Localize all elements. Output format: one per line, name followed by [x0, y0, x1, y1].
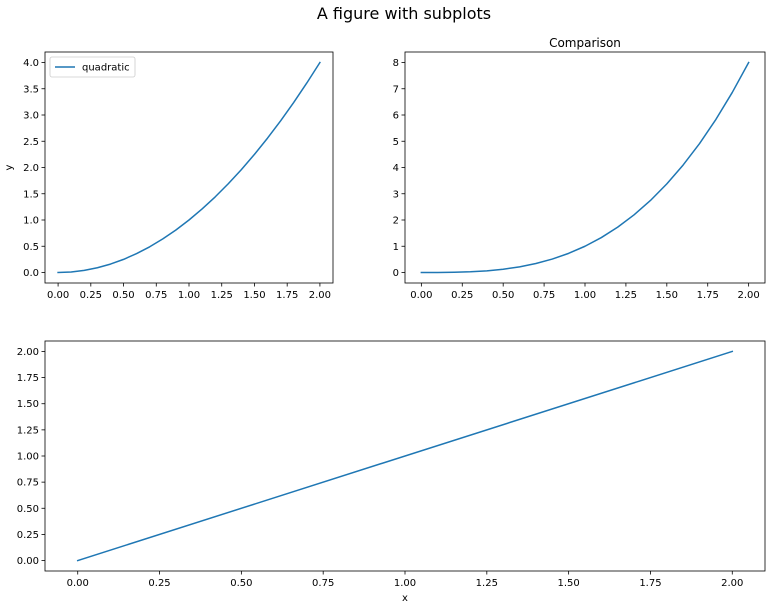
- y-tick-label-quadratic: 0.5: [23, 242, 39, 253]
- x-tick-label-quadratic: 0.25: [80, 290, 102, 301]
- x-tick-label-linear: 0.50: [230, 578, 252, 589]
- y-tick-label-comparison: 8: [393, 58, 399, 69]
- x-tick-label-comparison: 1.00: [574, 290, 596, 301]
- x-tick-label-comparison: 0.25: [451, 290, 473, 301]
- y-tick-label-linear: 1.75: [17, 373, 39, 384]
- x-tick-label-comparison: 1.75: [697, 290, 719, 301]
- y-tick-label-comparison: 2: [393, 216, 399, 227]
- y-axis-label-quadratic: y: [4, 164, 15, 170]
- y-tick-label-comparison: 5: [393, 137, 399, 148]
- subplot-comparison: 0.00 0.25 0.50 0.75 1.00 1.25 1.50 1.75 2.00 0 1 2 3…: [393, 36, 766, 301]
- x-tick-label-comparison: 1.25: [615, 290, 637, 301]
- x-tick-label-linear: 1.50: [558, 578, 580, 589]
- x-tick-label-quadratic: 1.25: [211, 290, 233, 301]
- series-line-comparison: [420, 61, 750, 274]
- figure-suptitle: A figure with subplots: [317, 4, 491, 23]
- y-tick-label-quadratic: 0.0: [23, 268, 39, 279]
- x-tick-label-quadratic: 0.75: [145, 290, 167, 301]
- y-tick-label-linear: 0.00: [17, 556, 39, 567]
- x-tick-label-quadratic: 0.50: [112, 290, 134, 301]
- y-tick-label-linear: 1.25: [17, 425, 39, 436]
- y-tick-label-linear: 0.25: [17, 530, 39, 541]
- x-tick-label-linear: 0.75: [312, 578, 334, 589]
- y-tick-label-quadratic: 2.5: [23, 137, 39, 148]
- y-tick-label-quadratic: 1.0: [23, 216, 39, 227]
- y-tick-label-comparison: 3: [393, 189, 399, 200]
- y-tick-label-quadratic: 4.0: [23, 58, 39, 69]
- axes-title-comparison: Comparison: [549, 36, 621, 50]
- x-tick-label-linear: 2.00: [721, 578, 743, 589]
- y-tick-label-quadratic: 1.5: [23, 189, 39, 200]
- legend-label-quadratic: quadratic: [82, 63, 130, 74]
- axes-layer: 0.00 0.25 0.50 0.75 1.00 1.25 1.50 1.75 2.000.00…: [4, 36, 766, 604]
- x-tick-label-linear: 1.25: [476, 578, 498, 589]
- legend-frame: [49, 56, 136, 78]
- x-tick-label-comparison: 2.00: [738, 290, 760, 301]
- series-line-linear: [76, 350, 734, 562]
- x-tick-label-quadratic: 1.00: [178, 290, 200, 301]
- y-tick-label-comparison: 1: [393, 242, 399, 253]
- x-tick-label-comparison: 0.75: [533, 290, 555, 301]
- x-tick-label-linear: 1.75: [639, 578, 661, 589]
- x-tick-label-quadratic: 0.00: [47, 290, 69, 301]
- x-tick-label-comparison: 0.50: [492, 290, 514, 301]
- x-tick-label-linear: 0.25: [148, 578, 170, 589]
- y-tick-label-comparison: 7: [393, 84, 399, 95]
- y-tick-label-quadratic: 3.0: [23, 111, 39, 122]
- y-tick-label-comparison: 6: [393, 111, 399, 122]
- y-tick-label-quadratic: 3.5: [23, 84, 39, 95]
- subplot-linear: 0.00 0.25 0.50 0.75 1.00 1.25 1.50 1.75 2.00 0.00…: [17, 340, 766, 604]
- x-axis-label-linear: x: [402, 593, 408, 604]
- y-tick-label-linear: 2.00: [17, 347, 39, 358]
- y-tick-label-linear: 0.50: [17, 504, 39, 515]
- x-tick-label-comparison: 1.50: [656, 290, 678, 301]
- legend-quadratic: quadratic: [49, 56, 136, 78]
- y-tick-label-linear: 1.00: [17, 452, 39, 463]
- x-tick-label-quadratic: 1.50: [243, 290, 265, 301]
- series-line-quadratic-quadratic: [57, 61, 321, 274]
- y-tick-label-quadratic: 2.0: [23, 163, 39, 174]
- x-tick-label-quadratic: 2.00: [309, 290, 331, 301]
- y-tick-label-linear: 0.75: [17, 478, 39, 489]
- x-tick-label-quadratic: 1.75: [276, 290, 298, 301]
- y-tick-label-comparison: 4: [393, 163, 399, 174]
- y-tick-label-linear: 1.50: [17, 399, 39, 410]
- x-tick-label-linear: 0.00: [67, 578, 89, 589]
- subplot-quadratic: 0.00 0.25 0.50 0.75 1.00 1.25 1.50 1.75 2.00 0.0 0…: [4, 51, 334, 301]
- y-tick-label-comparison: 0: [393, 268, 399, 279]
- x-tick-label-comparison: 0.00: [410, 290, 432, 301]
- x-tick-label-linear: 1.00: [394, 578, 416, 589]
